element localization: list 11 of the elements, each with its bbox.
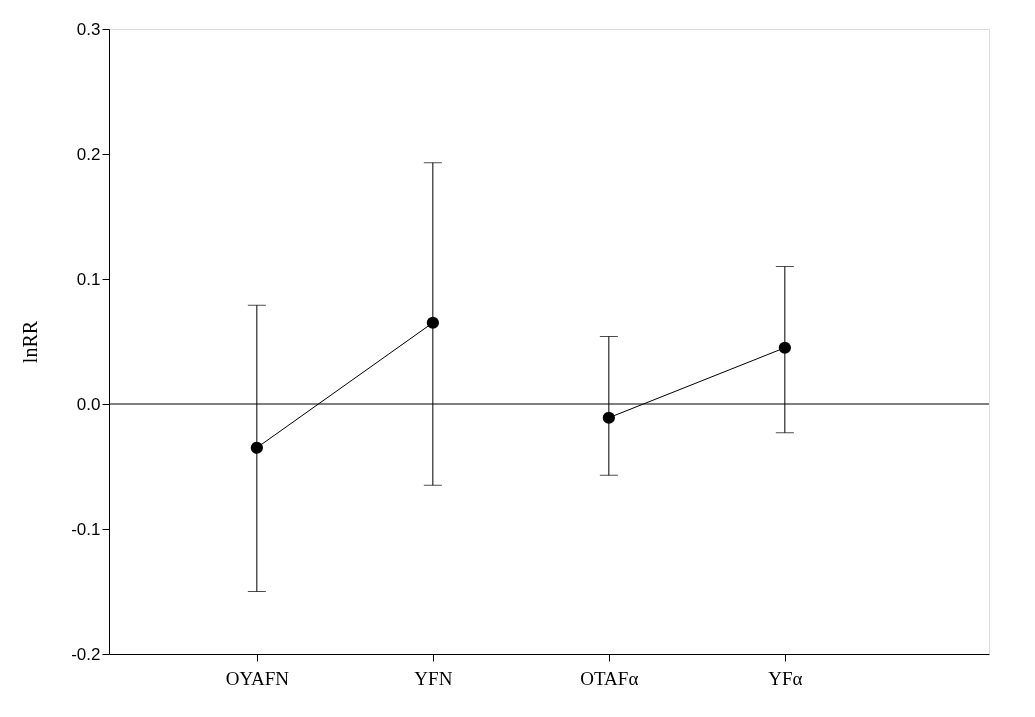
y-tick-label: 0.3 [76, 19, 101, 39]
x-tick-label: YFN [414, 667, 453, 689]
y-tick-label: 0.0 [76, 394, 101, 414]
y-axis-title: lnRR [19, 320, 42, 364]
y-tick-label: 0.2 [76, 144, 101, 164]
x-tick-label: YFα [768, 667, 803, 689]
y-tick-label: -0.1 [71, 519, 101, 539]
y-tick-label: 0.1 [76, 269, 101, 289]
x-tick-label: OTAFα [580, 667, 639, 689]
x-tick-label: OYAFN [225, 667, 290, 689]
y-tick-label: -0.2 [71, 644, 101, 664]
